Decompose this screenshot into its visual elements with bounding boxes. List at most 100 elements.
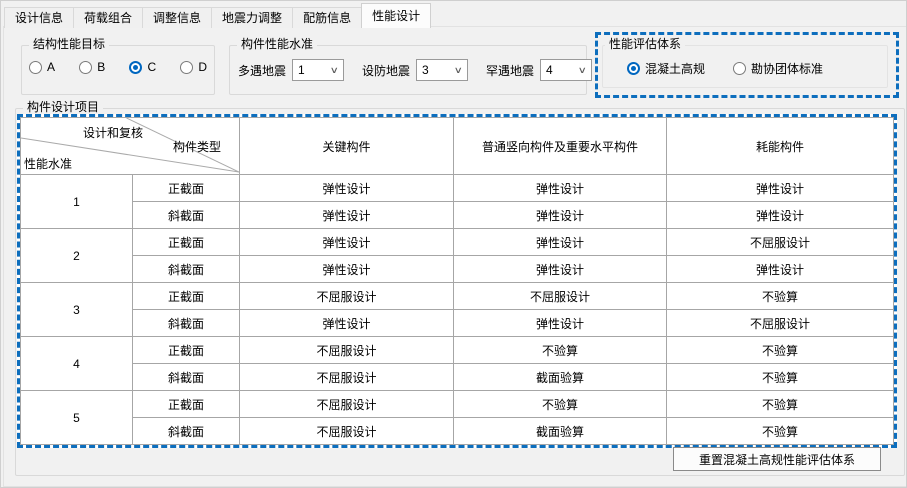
eval-radio-1[interactable]: 勘协团体标准 — [733, 60, 823, 77]
chevron-down-icon: ∨ — [578, 64, 588, 75]
section-type-cell: 正截面 — [132, 336, 240, 364]
table-row: 4 正截面 不屈服设计 不验算 不验算 — [20, 336, 894, 391]
radio-button-icon — [180, 60, 194, 74]
section-type-cell: 斜截面 — [132, 363, 240, 391]
eval-radio-0[interactable]: 混凝土高规 — [627, 60, 705, 77]
design-rule-cell: 弹性设计 — [453, 174, 667, 202]
design-rule-cell: 不屈服设计 — [239, 282, 454, 310]
target-radio-label: C — [147, 60, 157, 74]
section-type-cell: 斜截面 — [132, 417, 240, 445]
member-level-title: 构件性能水准 — [237, 37, 318, 51]
chevron-down-icon: ∨ — [330, 64, 340, 75]
design-rule-cell: 不验算 — [666, 336, 894, 364]
column-header-key-members: 关键构件 — [239, 117, 454, 175]
table-corner-cell: 设计和复核 构件类型 性能水准 — [20, 117, 240, 175]
member-level-group — [229, 45, 587, 95]
radio-button-icon — [733, 62, 747, 75]
table-row: 斜截面 不屈服设计 截面验算 不验算 — [21, 363, 894, 391]
target-radio-3[interactable]: D — [180, 60, 207, 74]
design-rule-cell: 弹性设计 — [453, 228, 667, 256]
eval-system-title: 性能评估体系 — [605, 37, 686, 51]
design-rule-cell: 弹性设计 — [239, 174, 454, 202]
section-type-cell: 正截面 — [132, 174, 240, 202]
column-header-energy-members: 耗能构件 — [666, 117, 894, 175]
design-rule-cell: 截面验算 — [453, 363, 667, 391]
column-header-ordinary-members: 普通竖向构件及重要水平构件 — [453, 117, 667, 175]
section-type-cell: 正截面 — [132, 282, 240, 310]
tab-item-1[interactable]: 荷载组合 — [73, 7, 144, 28]
table-row: 1 正截面 弹性设计 弹性设计 弹性设计 — [20, 174, 894, 229]
performance-level-cell: 3 — [20, 282, 133, 337]
design-rule-cell: 不验算 — [666, 282, 894, 310]
design-rule-cell: 弹性设计 — [239, 255, 454, 283]
design-rule-cell: 弹性设计 — [666, 255, 894, 283]
table-header-row: 设计和复核 构件类型 性能水准 关键构件 普通竖向构件及重要水平构件 耗能构件 — [20, 117, 894, 175]
combo-value: 4 — [546, 63, 553, 77]
table-row: 斜截面 不屈服设计 截面验算 不验算 — [21, 417, 894, 445]
design-rule-cell: 弹性设计 — [239, 309, 454, 337]
table-row: 斜截面 弹性设计 弹性设计 弹性设计 — [21, 201, 894, 229]
structural-target-title: 结构性能目标 — [29, 37, 110, 51]
tab-item-2[interactable]: 调整信息 — [142, 7, 213, 28]
design-rule-cell: 不屈服设计 — [239, 417, 454, 445]
table-row: 3 正截面 不屈服设计 不屈服设计 不验算 — [20, 282, 894, 337]
earthquake-level-select-0[interactable]: 1 ∨ — [292, 59, 345, 81]
chevron-down-icon: ∨ — [454, 64, 464, 75]
radio-button-icon — [129, 60, 143, 74]
design-items-table: 设计和复核 构件类型 性能水准 关键构件 普通竖向构件及重要水平构件 耗能构件 … — [20, 117, 894, 445]
tab-item-0[interactable]: 设计信息 — [4, 7, 75, 28]
design-rule-cell: 不屈服设计 — [239, 336, 454, 364]
performance-level-cell: 5 — [20, 390, 133, 445]
target-radio-0[interactable]: A — [29, 60, 55, 74]
design-rule-cell: 弹性设计 — [239, 228, 454, 256]
section-type-cell: 斜截面 — [132, 201, 240, 229]
tab-item-5[interactable]: 性能设计 — [361, 3, 432, 28]
design-rule-cell: 不屈服设计 — [453, 282, 667, 310]
tab-item-3[interactable]: 地震力调整 — [211, 7, 294, 28]
radio-button-icon — [29, 60, 42, 74]
reset-eval-system-button[interactable]: 重置混凝土高规性能评估体系 — [673, 447, 881, 471]
design-rule-cell: 弹性设计 — [453, 309, 667, 337]
target-radio-label: A — [47, 60, 56, 74]
earthquake-field-0: 多遇地震 1 ∨ — [238, 59, 345, 81]
design-rule-cell: 弹性设计 — [239, 201, 454, 229]
table-row: 5 正截面 不屈服设计 不验算 不验算 — [20, 390, 894, 445]
design-rule-cell: 弹性设计 — [453, 255, 667, 283]
eval-radio-label: 混凝土高规 — [645, 62, 706, 76]
eval-system-highlight — [595, 32, 899, 98]
tab-item-4[interactable]: 配筋信息 — [292, 7, 363, 28]
design-rule-cell: 不验算 — [666, 390, 894, 418]
table-row: 斜截面 弹性设计 弹性设计 弹性设计 — [21, 255, 894, 283]
corner-label-performance-level: 性能水准 — [24, 157, 73, 171]
table-row: 2 正截面 弹性设计 弹性设计 不屈服设计 — [20, 228, 894, 283]
design-rule-cell: 弹性设计 — [666, 201, 894, 229]
combo-value: 3 — [422, 63, 429, 77]
structural-target-options: A B C D — [29, 60, 207, 74]
section-type-cell: 斜截面 — [132, 309, 240, 337]
eval-radio-label: 勘协团体标准 — [751, 62, 824, 76]
design-rule-cell: 不屈服设计 — [239, 390, 454, 418]
eval-system-options: 混凝土高规 勘协团体标准 — [627, 60, 823, 77]
earthquake-level-select-1[interactable]: 3 ∨ — [416, 59, 469, 81]
design-rule-cell: 不验算 — [666, 417, 894, 445]
design-items-title: 构件设计项目 — [23, 100, 104, 114]
table-row: 斜截面 弹性设计 弹性设计 不屈服设计 — [21, 309, 894, 337]
earthquake-field-label: 多遇地震 — [238, 63, 287, 78]
target-radio-2[interactable]: C — [129, 60, 156, 74]
target-radio-1[interactable]: B — [79, 60, 105, 74]
design-rule-cell: 不屈服设计 — [239, 363, 454, 391]
combo-value: 1 — [298, 63, 305, 77]
design-rule-cell: 不屈服设计 — [666, 309, 894, 337]
diagonal-divider-icon — [21, 118, 239, 173]
tab-bar: 设计信息 荷载组合 调整信息 地震力调整 配筋信息 性能设计 — [4, 3, 432, 28]
earthquake-level-select-2[interactable]: 4 ∨ — [540, 59, 593, 81]
target-radio-label: D — [198, 60, 207, 74]
design-rule-cell: 不验算 — [666, 363, 894, 391]
design-rule-cell: 弹性设计 — [453, 201, 667, 229]
performance-level-cell: 2 — [20, 228, 133, 283]
corner-label-member-type: 构件类型 — [173, 140, 222, 154]
design-rule-cell: 截面验算 — [453, 417, 667, 445]
design-items-table-highlight: 设计和复核 构件类型 性能水准 关键构件 普通竖向构件及重要水平构件 耗能构件 … — [17, 114, 897, 448]
section-type-cell: 正截面 — [132, 228, 240, 256]
